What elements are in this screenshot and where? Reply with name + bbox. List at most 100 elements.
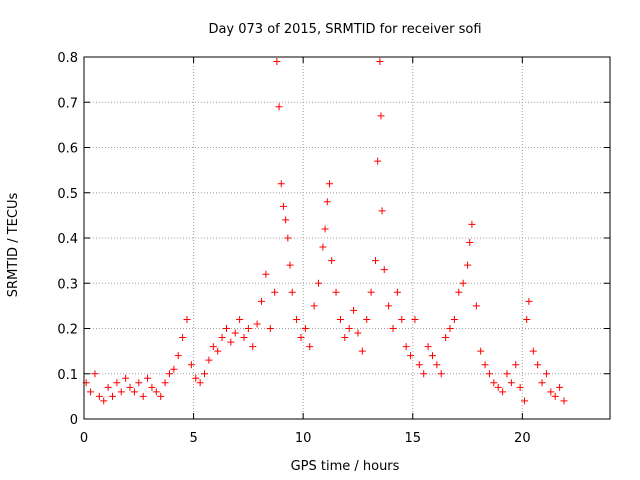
data-point bbox=[525, 297, 533, 305]
data-point bbox=[113, 379, 121, 387]
data-point bbox=[464, 261, 472, 269]
data-point bbox=[455, 288, 463, 296]
data-point bbox=[556, 383, 564, 391]
data-point bbox=[301, 325, 309, 332]
data-point bbox=[411, 315, 419, 323]
x-tick-label: 0 bbox=[80, 431, 88, 446]
chart-title: Day 073 of 2015, SRMTID for receiver sof… bbox=[208, 22, 481, 37]
data-point bbox=[240, 334, 248, 342]
data-point bbox=[367, 288, 375, 296]
data-point bbox=[442, 334, 450, 342]
data-point bbox=[325, 180, 333, 188]
data-point bbox=[477, 347, 485, 355]
data-point bbox=[490, 379, 498, 387]
data-point bbox=[446, 325, 454, 332]
data-point bbox=[319, 243, 327, 251]
data-point bbox=[377, 112, 385, 120]
data-point bbox=[363, 315, 371, 323]
data-point bbox=[315, 279, 323, 287]
data-point bbox=[378, 207, 386, 215]
x-axis-title: GPS time / hours bbox=[291, 459, 400, 474]
data-point bbox=[139, 392, 147, 400]
data-point bbox=[288, 288, 296, 296]
data-point bbox=[306, 343, 314, 351]
data-point bbox=[187, 361, 195, 369]
data-point bbox=[560, 397, 568, 405]
data-point bbox=[466, 239, 474, 247]
data-point bbox=[273, 58, 281, 66]
y-axis-title: SRMTID / TECUs bbox=[6, 193, 21, 298]
data-point bbox=[277, 180, 285, 188]
data-point bbox=[117, 388, 125, 396]
y-tick-label: 0.6 bbox=[57, 142, 78, 157]
data-point bbox=[376, 58, 384, 66]
data-point bbox=[209, 343, 217, 351]
data-point bbox=[91, 370, 99, 378]
y-tick-label: 0.4 bbox=[57, 232, 78, 247]
data-point bbox=[323, 198, 331, 206]
data-point bbox=[214, 347, 222, 355]
data-point bbox=[148, 383, 156, 391]
data-point bbox=[126, 383, 134, 391]
data-point bbox=[374, 157, 382, 165]
y-tick-label: 0.2 bbox=[57, 323, 78, 338]
data-point bbox=[130, 388, 138, 396]
data-point bbox=[218, 334, 226, 342]
data-point bbox=[87, 388, 95, 396]
data-point bbox=[503, 370, 511, 378]
data-point bbox=[358, 347, 366, 355]
data-point bbox=[293, 315, 301, 323]
data-point bbox=[321, 225, 329, 233]
data-point bbox=[547, 388, 555, 396]
data-point bbox=[249, 343, 257, 351]
data-point bbox=[205, 356, 213, 364]
data-point bbox=[538, 379, 546, 387]
data-point bbox=[253, 320, 261, 328]
y-tick-label: 0.3 bbox=[57, 277, 78, 292]
data-point bbox=[420, 370, 428, 378]
y-tick-label: 0.5 bbox=[57, 187, 78, 202]
x-tick-label: 10 bbox=[295, 431, 312, 446]
data-point bbox=[521, 397, 529, 405]
data-point bbox=[534, 361, 542, 369]
data-point bbox=[437, 370, 445, 378]
data-point bbox=[152, 388, 160, 396]
data-point bbox=[282, 216, 290, 224]
data-point bbox=[472, 302, 480, 310]
data-point bbox=[516, 383, 524, 391]
x-tick-label: 15 bbox=[404, 431, 421, 446]
data-point bbox=[450, 315, 458, 323]
axis-ticks: 0 0.1 0.2 0.3 0.4 0.5 0.6 0.7 0.8 0 5 10 15 20 bbox=[57, 51, 610, 446]
x-tick-label: 5 bbox=[189, 431, 197, 446]
data-point bbox=[231, 329, 239, 337]
data-point bbox=[371, 257, 379, 265]
data-point bbox=[179, 334, 187, 342]
data-point bbox=[297, 334, 305, 342]
data-point bbox=[135, 379, 143, 387]
data-point bbox=[196, 379, 204, 387]
data-point bbox=[244, 325, 252, 332]
data-point bbox=[407, 352, 415, 360]
data-point bbox=[389, 325, 397, 332]
data-point bbox=[393, 288, 401, 296]
data-point bbox=[170, 365, 178, 373]
data-point bbox=[336, 315, 344, 323]
data-point bbox=[192, 374, 200, 382]
grid-lines bbox=[84, 57, 610, 419]
data-point bbox=[227, 338, 235, 346]
data-point bbox=[104, 383, 112, 391]
data-point bbox=[523, 315, 531, 323]
data-point bbox=[275, 103, 283, 111]
data-point bbox=[122, 374, 130, 382]
x-tick-label: 20 bbox=[514, 431, 531, 446]
data-point bbox=[108, 392, 116, 400]
y-tick-label: 0.1 bbox=[57, 368, 78, 383]
data-point bbox=[350, 306, 358, 314]
y-tick-label: 0.8 bbox=[57, 51, 78, 66]
y-tick-label: 0.7 bbox=[57, 96, 78, 111]
data-point bbox=[424, 343, 432, 351]
data-point bbox=[481, 361, 489, 369]
data-point bbox=[380, 266, 388, 274]
data-point bbox=[433, 361, 441, 369]
